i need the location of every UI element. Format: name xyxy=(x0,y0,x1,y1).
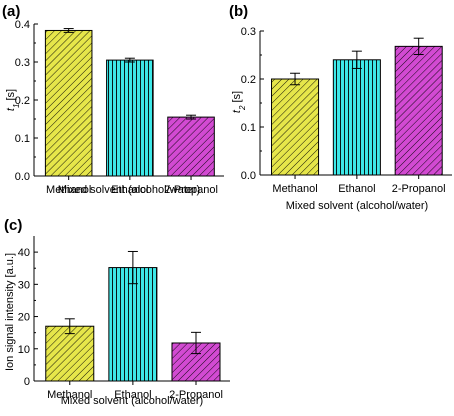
panel-a: (a) t1 [s] 0.0 0.1 0.2 0.3 0.4 Methanol Ethano… xyxy=(2,3,224,196)
panel-b-category-label: Methanol xyxy=(272,183,317,195)
panel-a-category-label: Methanol xyxy=(46,184,91,196)
panel-a-bar xyxy=(167,116,215,177)
panel-b-bar xyxy=(332,59,381,176)
panel-b-x-axis-title: Mixed solvent (alcohol/water) xyxy=(286,200,428,212)
panel-c-y-tick-label: 20 xyxy=(18,312,30,324)
panel-a-y-tick-label: 0.4 xyxy=(15,19,30,31)
panel-a-y-tick-label: 0.3 xyxy=(15,57,30,69)
panel-a-bar xyxy=(44,29,93,177)
panel-c-category-label: Ethanol xyxy=(114,389,151,401)
panel-b-letter: (b) xyxy=(229,3,248,20)
panel-c-plot-area: 0 10 20 30 40 Methanol Ethanol 2-Propanol xyxy=(18,236,230,401)
panel-a-bar xyxy=(106,59,154,177)
panel-b-y-axis-title: t2 [s] xyxy=(231,91,247,113)
panel-b-plot-area: 0.0 0.1 0.2 0.3 Methanol Ethanol 2-Propanol xyxy=(241,26,452,195)
panel-a-y-tick-label: 0.1 xyxy=(15,133,30,145)
panel-a-category-label: 2-Propanol xyxy=(164,184,218,196)
panel-b-y-tick-label: 0.1 xyxy=(241,122,256,134)
panel-b-y-tick-label: 0.2 xyxy=(241,74,256,86)
panel-c-y-tick-label: 30 xyxy=(18,279,30,291)
panel-c-category-label: 2-Propanol xyxy=(169,389,223,401)
panel-a-y-tick-label: 0.2 xyxy=(15,95,30,107)
panel-c-y-tick-label: 40 xyxy=(18,247,30,259)
panel-c-y-axis-title: Ion signal intensity [a.u.] xyxy=(4,253,16,371)
panel-b-bar xyxy=(271,78,320,176)
panel-c-y-tick-label: 10 xyxy=(18,344,30,356)
panel-b: (b) t2 [s] 0.0 0.1 0.2 0.3 Methanol Ethanol 2-… xyxy=(229,3,452,212)
panel-c-bar xyxy=(45,325,95,382)
panel-b-y-tick-label: 0.3 xyxy=(241,26,256,38)
panel-b-category-label: 2-Propanol xyxy=(392,183,446,195)
panel-b-y-tick-label: 0.0 xyxy=(241,170,256,182)
panel-c: (c) Ion signal intensity [a.u.] 0 10 20 30 4… xyxy=(4,217,230,407)
panel-c-x-axis-title: Mixed solvent (alcohol/water) xyxy=(61,395,203,407)
panel-c-y-tick-label: 0 xyxy=(24,376,30,388)
panel-a-plot-area: 0.0 0.1 0.2 0.3 0.4 Methanol Ethanol 2-Propanol xyxy=(15,19,224,196)
panel-b-category-label: Ethanol xyxy=(338,183,375,195)
panel-c-category-label: Methanol xyxy=(47,389,92,401)
panel-a-y-axis-title: t1 [s] xyxy=(5,89,21,111)
panel-a-letter: (a) xyxy=(2,3,20,20)
panel-a-x-axis-title: Mixed solvent (alcohol/water) xyxy=(58,184,200,196)
panel-b-bar xyxy=(394,45,443,176)
panel-a-category-label: Ethanol xyxy=(111,184,148,196)
panel-c-bar xyxy=(108,267,158,382)
panel-c-letter: (c) xyxy=(4,217,22,234)
panel-a-y-tick-label: 0.0 xyxy=(15,171,30,183)
